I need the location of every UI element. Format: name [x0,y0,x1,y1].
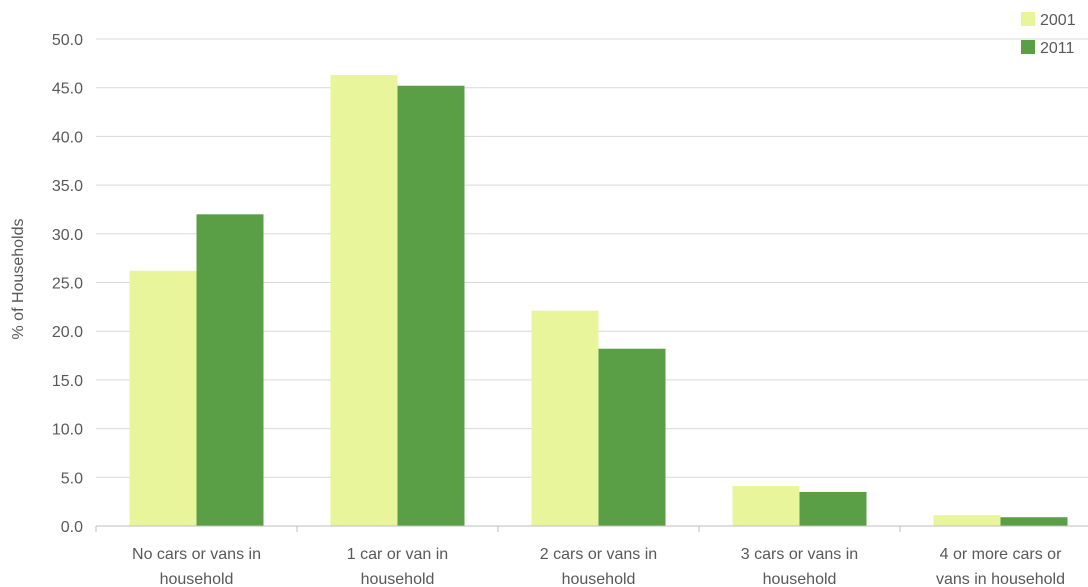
bar-2011-4 [799,491,867,526]
y-tick-label: 0.0 [61,519,83,536]
x-category-label: household [361,571,435,587]
y-tick-label: 35.0 [52,178,83,195]
y-tick-label: 30.0 [52,227,83,244]
y-tick-label: 20.0 [52,324,83,341]
bar-2001-4 [732,486,800,526]
y-tick-label: 45.0 [52,81,83,98]
y-axis-title: % of Households [10,219,27,340]
x-category-label: household [160,571,234,587]
y-tick-label: 50.0 [52,32,83,49]
bars [129,75,1068,527]
x-axis-labels: No cars or vans in household 1 car or van … [132,546,1065,587]
x-axis [95,525,1088,532]
x-category-label: 2 cars or vans in [540,546,657,563]
x-category-label: No cars or vans in [132,546,261,563]
legend: 2001 2011 [1021,12,1076,57]
bar-2011-1 [196,214,264,526]
y-tick-label: 10.0 [52,422,83,439]
bar-2001-1 [129,270,197,526]
bar-2001-5 [933,515,1001,526]
bar-2001-3 [531,310,599,526]
x-category-label: household [763,571,837,587]
legend-swatch-2011 [1021,40,1035,54]
x-category-label: household [562,571,636,587]
y-axis-ticks: 0.0 5.0 10.0 15.0 20.0 25.0 30.0 35.0 40.0 45.0 50… [52,32,83,536]
y-tick-label: 15.0 [52,373,83,390]
legend-label-2001: 2001 [1040,12,1076,29]
x-category-label: vans in household [936,571,1065,587]
bar-2001-2 [330,75,398,527]
x-category-label: 4 or more cars or [940,546,1062,563]
x-category-label: 3 cars or vans in [741,546,858,563]
bar-2011-2 [397,85,465,526]
x-category-label: 1 car or van in [347,546,448,563]
bar-2011-5 [1000,517,1068,526]
y-tick-label: 25.0 [52,276,83,293]
y-tick-label: 5.0 [61,470,83,487]
legend-swatch-2001 [1021,12,1035,26]
legend-label-2011: 2011 [1040,40,1075,57]
bar-2011-3 [598,348,666,526]
y-tick-label: 40.0 [52,129,83,146]
